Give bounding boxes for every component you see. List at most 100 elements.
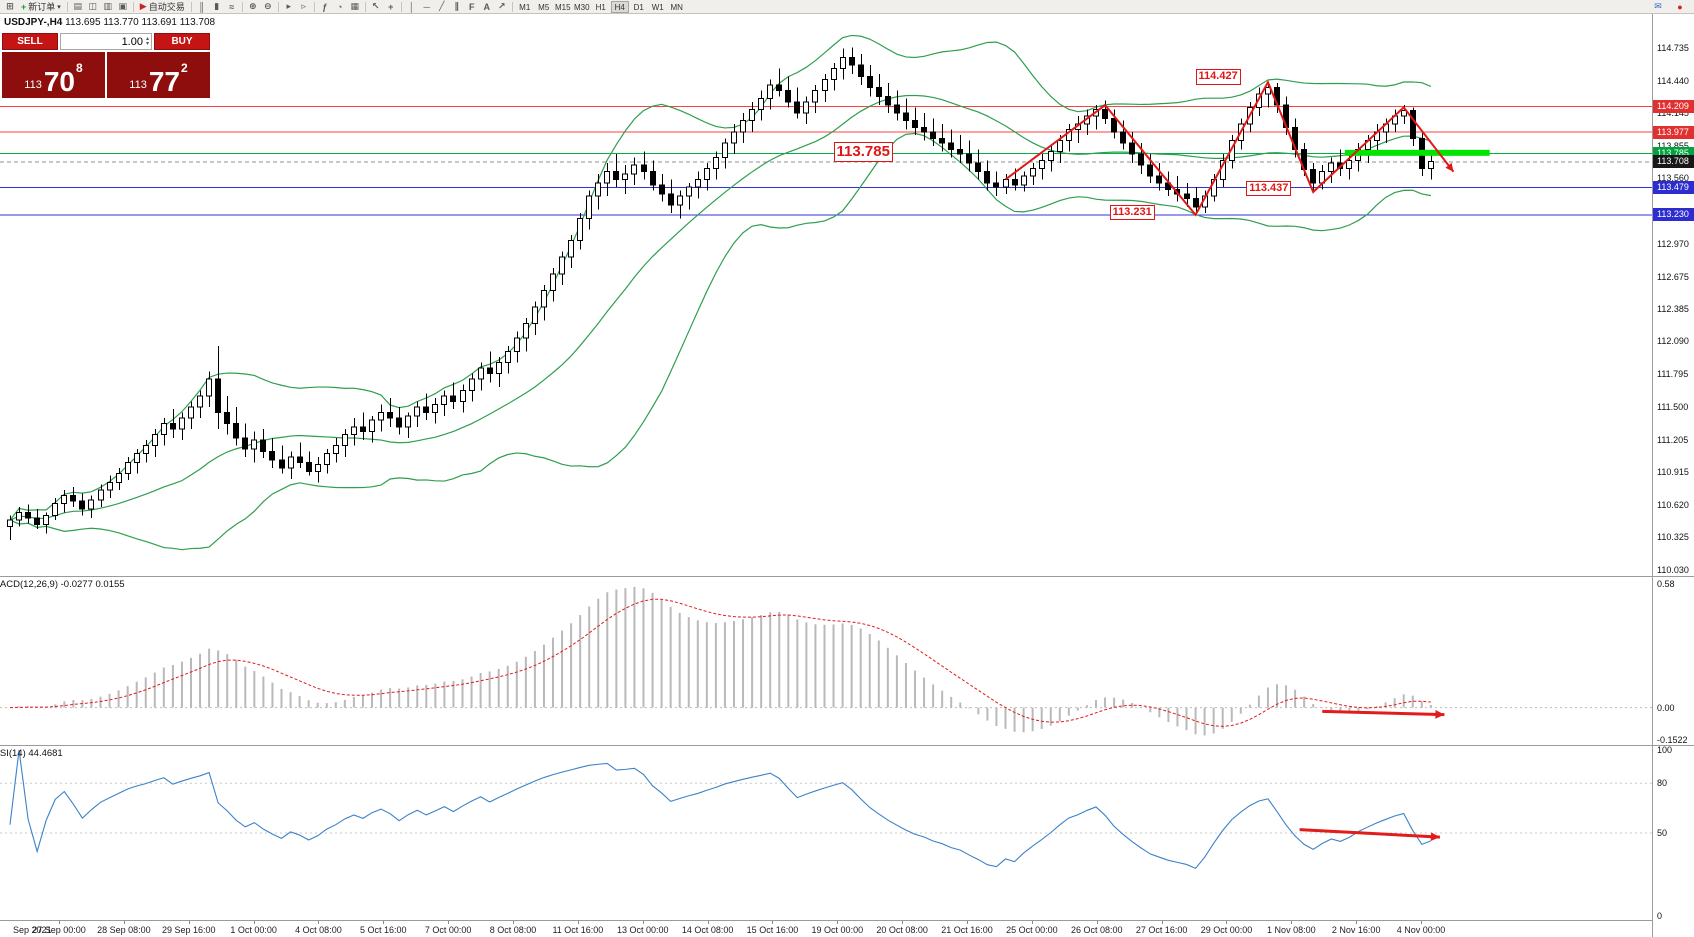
rsi-tick: 100: [1657, 745, 1673, 755]
spinner-up-icon[interactable]: ▴: [145, 35, 149, 42]
bar-chart-icon[interactable]: ║: [195, 0, 209, 13]
auto-trading-button[interactable]: ▶ 自动交易: [137, 0, 188, 13]
time-axis[interactable]: Sep 2021 27 Sep 00:00 28 Sep 08:00 29 Sep 1…: [0, 920, 1652, 937]
mail-icon[interactable]: ✉: [1654, 1, 1662, 11]
time-tick: [1356, 921, 1358, 924]
text-label-icon[interactable]: A: [480, 0, 494, 13]
rsi-scale[interactable]: 100 80 50 0: [1653, 745, 1694, 921]
macd-scale[interactable]: 0.58 0.00 -0.1522: [1653, 576, 1694, 745]
time-tick: [1161, 921, 1163, 924]
price-tick: 114.145: [1657, 108, 1689, 119]
rsi-canvas[interactable]: [0, 745, 1652, 920]
time-label: 1 Nov 08:00: [1267, 925, 1316, 935]
fibonacci-icon[interactable]: F: [465, 0, 479, 13]
time-tick: [1421, 921, 1423, 924]
price-line-label: 113.708: [1653, 155, 1694, 169]
volume-spinner[interactable]: ▴ ▾: [145, 35, 149, 47]
toolbar-separator: [132, 1, 134, 12]
macd-tick: 0.00: [1657, 702, 1675, 713]
periods-icon[interactable]: ◔: [333, 0, 347, 13]
auto-scroll-icon-glyph: ▸: [286, 1, 291, 11]
indicators-icon[interactable]: ƒ: [318, 0, 332, 13]
sell-button[interactable]: SELL: [2, 33, 58, 50]
time-label: 7 Oct 00:00: [424, 925, 472, 935]
timeframe-button-m5[interactable]: M5: [538, 2, 550, 12]
navigator-icon[interactable]: ▥: [101, 0, 115, 13]
ask-big-digits: 77: [148, 66, 180, 97]
cursor-icon[interactable]: ↖: [369, 0, 383, 13]
candlestick-chart-icon[interactable]: ▮: [210, 0, 224, 13]
fibonacci-icon-glyph: F: [468, 1, 475, 12]
alert-icon[interactable]: ●: [1677, 1, 1683, 12]
arrow-object-icon[interactable]: ↗: [495, 0, 509, 13]
equidistant-channel-icon[interactable]: ∥: [450, 0, 464, 13]
chart-shift-icon[interactable]: ▹: [297, 0, 311, 13]
line-chart-icon[interactable]: ≈: [225, 0, 239, 13]
auto-scroll-icon[interactable]: ▸: [282, 0, 296, 13]
time-label: 29 Sep 16:00: [161, 925, 216, 935]
new-order-icon: +: [21, 1, 27, 12]
time-label: 27 Sep 00:00: [32, 925, 86, 935]
price-line-label: 113.977: [1653, 125, 1694, 139]
horizontal-line-icon[interactable]: ─: [420, 0, 434, 13]
buy-button[interactable]: BUY: [154, 33, 210, 50]
time-label: 15 Oct 16:00: [746, 925, 799, 935]
toolbar-right: ✉ ●: [1651, 0, 1691, 13]
equidistant-channel-icon-glyph: ∥: [454, 1, 459, 11]
price-tick: 114.735: [1657, 43, 1689, 53]
time-label: 29 Oct 00:00: [1200, 925, 1253, 935]
toolbar-separator: [511, 1, 513, 12]
price-tick: 112.970: [1657, 238, 1689, 249]
ask-prefix: 113: [129, 79, 147, 91]
data-window-icon[interactable]: ◫: [86, 0, 100, 13]
time-tick: [577, 921, 579, 924]
time-tick: [837, 921, 839, 924]
horizontal-line-icon-glyph: ─: [423, 1, 430, 12]
price-line-label: 113.230: [1653, 208, 1694, 222]
templates-icon[interactable]: ▦: [348, 0, 362, 13]
zoom-in-icon[interactable]: ⊕: [246, 0, 260, 13]
price-tick: 110.620: [1657, 499, 1689, 510]
vertical-line-icon[interactable]: │: [405, 0, 419, 13]
macd-canvas[interactable]: [0, 576, 1652, 745]
spinner-down-icon[interactable]: ▾: [145, 40, 149, 47]
time-tick: [1031, 921, 1033, 924]
bid-price-box[interactable]: 113 70 8: [2, 52, 105, 98]
timeframe-button-w1[interactable]: W1: [651, 2, 664, 12]
price-tick: 113.855: [1657, 140, 1689, 151]
market-watch-icon[interactable]: ▤: [71, 0, 85, 13]
price-tick: 112.675: [1657, 271, 1689, 282]
bollinger-bands-layer: [9, 34, 1432, 551]
timeframe-button-m1[interactable]: M1: [519, 2, 531, 12]
timeframe-button-d1[interactable]: D1: [633, 2, 644, 12]
zigzag-annotation: [1004, 79, 1455, 217]
timeframe-button-mn[interactable]: MN: [670, 2, 683, 12]
macd-arrow-annotation: [1322, 709, 1445, 717]
rsi-tick: 50: [1657, 828, 1668, 838]
new-order-button[interactable]: + 新订单 ▾: [18, 0, 64, 13]
volume-input[interactable]: 1.00 ▴ ▾: [60, 33, 152, 50]
timeframe-button-h4[interactable]: H4: [610, 0, 629, 13]
ask-price-box[interactable]: 113 77 2: [107, 52, 210, 98]
terminal-icon[interactable]: ▣: [116, 0, 130, 13]
time-tick: [772, 921, 774, 924]
crosshair-icon[interactable]: +: [384, 0, 398, 13]
price-scale[interactable]: 114.735 114.440 114.145 113.855 113.560 112.9…: [1653, 14, 1694, 576]
candlestick-chart-icon-glyph: ▮: [214, 1, 220, 11]
toolbar-separator: [313, 1, 315, 12]
trendline-icon[interactable]: ╱: [435, 0, 449, 13]
timeframe-button-m30[interactable]: M30: [573, 2, 590, 12]
macd-values: -0.0277 0.0155: [60, 579, 125, 590]
chart-grid-icon[interactable]: ⊞: [3, 0, 17, 13]
macd-name: MACD(12,26,9): [0, 579, 58, 590]
toolbar-separator: [364, 1, 366, 12]
chart-grid-icon-glyph: ⊞: [6, 1, 14, 11]
timeframe-button-h1[interactable]: H1: [595, 2, 606, 12]
main-chart-canvas[interactable]: [0, 14, 1652, 576]
green-highlight-bar: [1344, 149, 1490, 156]
zoom-out-icon[interactable]: ⊖: [261, 0, 275, 13]
timeframe-button-m15[interactable]: M15: [554, 2, 571, 12]
time-tick: [188, 921, 190, 924]
price-line-label: 114.209: [1653, 99, 1694, 113]
